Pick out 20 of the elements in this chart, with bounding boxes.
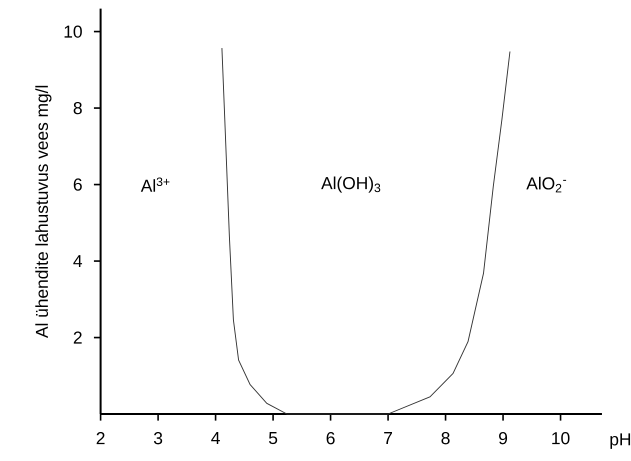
x-tick-label: 5 <box>268 432 278 444</box>
annotation: Al(OH)$_{3}$ <box>321 176 380 193</box>
x-tick-label: 2 <box>96 432 105 444</box>
annotation: Al$^{3+}$ <box>140 177 170 192</box>
x-axis-title: pH <box>610 433 630 449</box>
x-tick-label: 9 <box>499 432 508 444</box>
y-axis-title: Al ühendite lahustuvus vees mg/l <box>35 86 52 338</box>
y-tick-label: 2 <box>74 331 82 344</box>
x-tick-label: 4 <box>211 432 220 444</box>
y-tick-label: 10 <box>64 25 82 38</box>
x-tick-label: 6 <box>326 432 335 444</box>
x-tick-label: 10 <box>552 432 570 444</box>
y-tick-label: 4 <box>73 255 82 268</box>
line-series <box>221 48 510 414</box>
x-tick-label: 3 <box>154 432 162 444</box>
x-tick-label: 7 <box>384 432 392 444</box>
y-tick-label: 6 <box>74 178 82 191</box>
annotation: AlO$_{2}$- <box>526 176 566 192</box>
x-tick-label: 8 <box>441 432 450 444</box>
y-tick-label: 8 <box>74 102 82 114</box>
